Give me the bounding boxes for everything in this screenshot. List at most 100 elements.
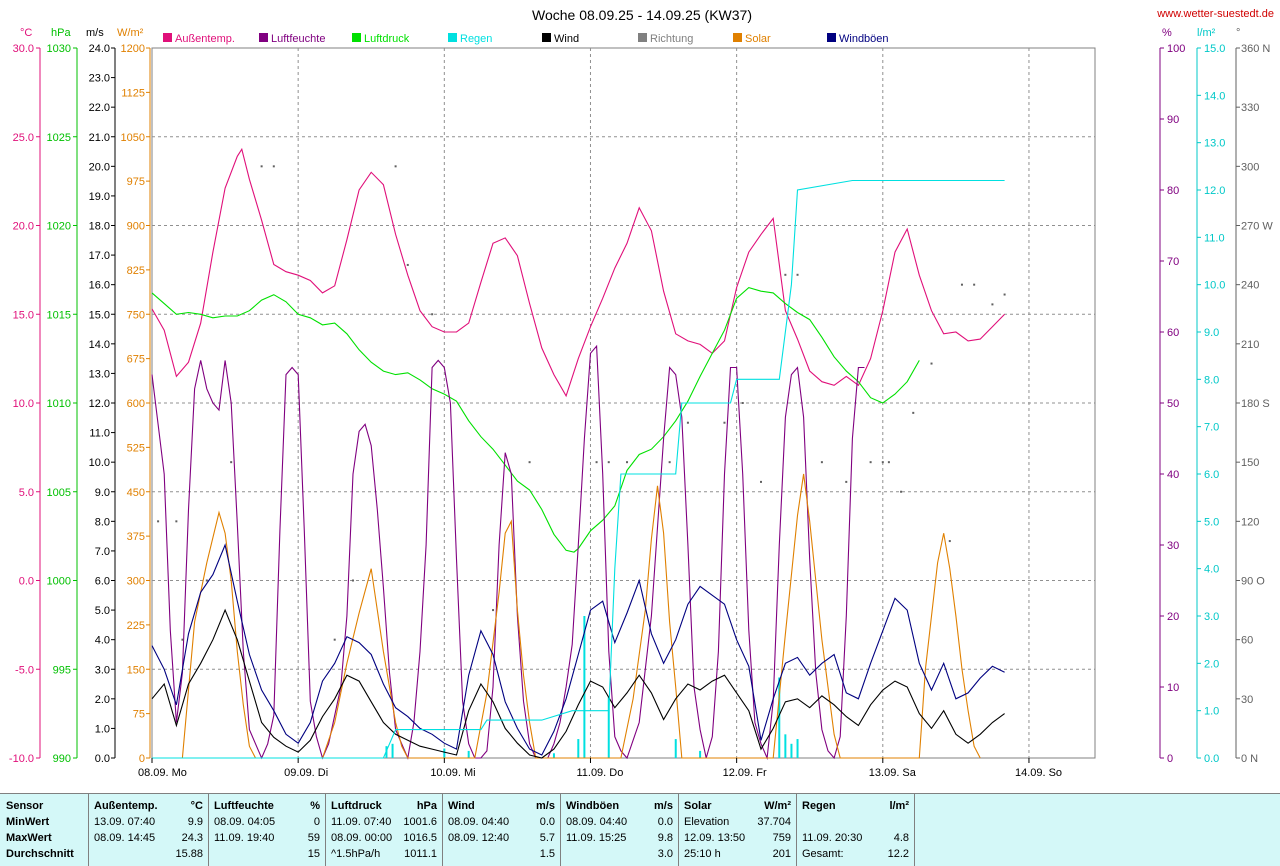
stats-col-rain: Regen l/m² 11.09. 20:30 4.8 Gesamt: 12.2 xyxy=(796,794,915,866)
stats-row: 3.0 xyxy=(560,846,678,862)
legend-label: Wind xyxy=(554,33,579,45)
tick-label-hum: 50 xyxy=(1167,398,1179,410)
legend-swatch xyxy=(352,33,361,42)
stats-cell-value: 15 xyxy=(307,848,320,860)
direction-point xyxy=(205,579,208,582)
stats-cell-value: 201 xyxy=(772,848,791,860)
chart-title: Woche 08.09.25 - 14.09.25 (KW37) xyxy=(532,7,752,23)
tick-label-press: 1030 xyxy=(47,43,71,55)
direction-point xyxy=(668,461,671,464)
tick-label-wind: 11.0 xyxy=(89,428,110,440)
tick-label-wind: 9.0 xyxy=(95,487,110,499)
tick-label-dir: 30 xyxy=(1241,694,1253,706)
stats-header-row: Regen l/m² xyxy=(796,798,914,814)
tick-label-temp: 20.0 xyxy=(13,221,34,233)
stats-row: 1.5 xyxy=(442,846,560,862)
tick-label-solar: 1050 xyxy=(121,132,145,144)
tick-label-hum: 80 xyxy=(1167,185,1179,197)
tick-label-rain: 2.0 xyxy=(1204,658,1219,670)
series-line-temp xyxy=(151,147,1005,398)
tick-label-solar: 225 xyxy=(127,620,145,632)
direction-point xyxy=(492,609,495,612)
stats-row: 08.09. 04:40 0.0 xyxy=(560,814,678,830)
stats-col-press: Luftdruck hPa 11.09. 07:40 1001.6 08.09. 00:… xyxy=(325,794,443,866)
direction-point xyxy=(175,520,178,523)
legend-label: Windböen xyxy=(839,33,889,45)
tick-label-dir: 270 W xyxy=(1241,221,1273,233)
tick-label-wind: 5.0 xyxy=(95,605,110,617)
tick-label-hum: 70 xyxy=(1167,256,1179,268)
direction-point xyxy=(607,461,610,464)
direction-point xyxy=(991,303,994,306)
stats-row-label: MinWert xyxy=(6,816,50,828)
stats-header-row: Sensor xyxy=(0,798,88,814)
tick-label-wind: 23.0 xyxy=(89,73,110,85)
stats-cell-value: 1016.5 xyxy=(403,832,437,844)
tick-label-wind: 12.0 xyxy=(89,398,110,410)
stats-header-label: Luftfeuchte xyxy=(214,800,274,812)
stats-header-unit: l/m² xyxy=(889,800,909,812)
tick-label-solar: 525 xyxy=(127,442,145,454)
axes: 30.025.020.015.010.05.00.0-5.0-10.010301… xyxy=(9,43,1273,765)
tick-label-solar: 75 xyxy=(133,709,145,721)
tick-label-wind: 15.0 xyxy=(89,309,110,321)
legend-swatch xyxy=(448,33,457,42)
stats-row: Durchschnitt xyxy=(0,846,88,862)
site-name[interactable]: www.wetter-suestedt.de xyxy=(1156,8,1274,20)
tick-label-temp: 25.0 xyxy=(13,132,34,144)
direction-point xyxy=(528,461,531,464)
stats-cell-value: 37.704 xyxy=(757,816,791,828)
unit-label-temp: °C xyxy=(20,27,32,39)
stats-row: 13.09. 07:40 9.9 xyxy=(88,814,208,830)
stats-cell-text: 08.09. 04:05 xyxy=(214,816,276,828)
direction-point xyxy=(973,283,976,286)
stats-row-label: MaxWert xyxy=(6,832,52,844)
stats-header-unit: W/m² xyxy=(764,800,791,812)
tick-label-dir: 360 N xyxy=(1241,43,1270,55)
legend-label: Richtung xyxy=(650,33,693,45)
tick-label-wind: 2.0 xyxy=(95,694,110,706)
tick-label-wind: 10.0 xyxy=(89,457,110,469)
tick-label-wind: 8.0 xyxy=(95,516,110,528)
stats-cell-text: 12.09. 13:50 xyxy=(684,832,746,844)
direction-point xyxy=(260,165,263,168)
stats-cell-value: 3.0 xyxy=(657,848,673,860)
stats-cell-value: 12.2 xyxy=(887,848,909,860)
x-tick-label: 13.09. Sa xyxy=(869,767,917,779)
tick-label-solar: 375 xyxy=(127,531,145,543)
tick-label-temp: 0.0 xyxy=(19,576,34,588)
stats-cell-value: 15.88 xyxy=(175,848,203,860)
stats-header-label: Außentemp. xyxy=(94,800,158,812)
stats-cell-value: 59 xyxy=(307,832,320,844)
stats-cell-value: 24.3 xyxy=(181,832,203,844)
tick-label-wind: 6.0 xyxy=(95,576,110,588)
tick-label-rain: 1.0 xyxy=(1204,706,1219,718)
stats-row: 08.09. 00:00 1016.5 xyxy=(325,830,442,846)
unit-label-hum: % xyxy=(1162,27,1172,39)
direction-point xyxy=(784,273,787,276)
tick-label-hum: 100 xyxy=(1167,43,1185,55)
direction-point xyxy=(887,461,890,464)
tick-label-rain: 9.0 xyxy=(1204,327,1219,339)
unit-label-solar: W/m² xyxy=(117,27,144,39)
weather-week-chart: Woche 08.09.25 - 14.09.25 (KW37) www.wet… xyxy=(9,7,1274,779)
direction-point xyxy=(406,263,409,266)
stats-row: 11.09. 07:40 1001.6 xyxy=(325,814,442,830)
tick-label-press: 1025 xyxy=(47,132,71,144)
stats-col-hum: Luftfeuchte% 08.09. 04:05 0 11.09. 19:40 59 1… xyxy=(208,794,326,866)
series-layer xyxy=(151,147,1006,761)
direction-point xyxy=(1003,293,1006,296)
tick-label-press: 1015 xyxy=(47,309,71,321)
stats-col-solar: Solar W/m² Elevation 37.704 12.09. 13:50 759 2… xyxy=(678,794,797,866)
stats-header-label: Windböen xyxy=(566,800,620,812)
x-tick-label: 14.09. So xyxy=(1015,767,1062,779)
legend-label: Regen xyxy=(460,33,492,45)
stats-col-gust: Windböen m/s 08.09. 04:40 0.0 11.09. 15:25 9.… xyxy=(560,794,679,866)
tick-label-rain: 3.0 xyxy=(1204,611,1219,623)
stats-cell-value: 1011.1 xyxy=(404,848,437,860)
x-axis-day-labels: 08.09. Mo 09.09. Di 10.09. Mi 11.09. Do 12.0… xyxy=(138,758,1062,779)
stats-cell-text: 08.09. 00:00 xyxy=(331,832,393,844)
direction-point xyxy=(230,461,233,464)
tick-label-press: 1005 xyxy=(47,487,71,499)
x-tick-label: 09.09. Di xyxy=(284,767,328,779)
